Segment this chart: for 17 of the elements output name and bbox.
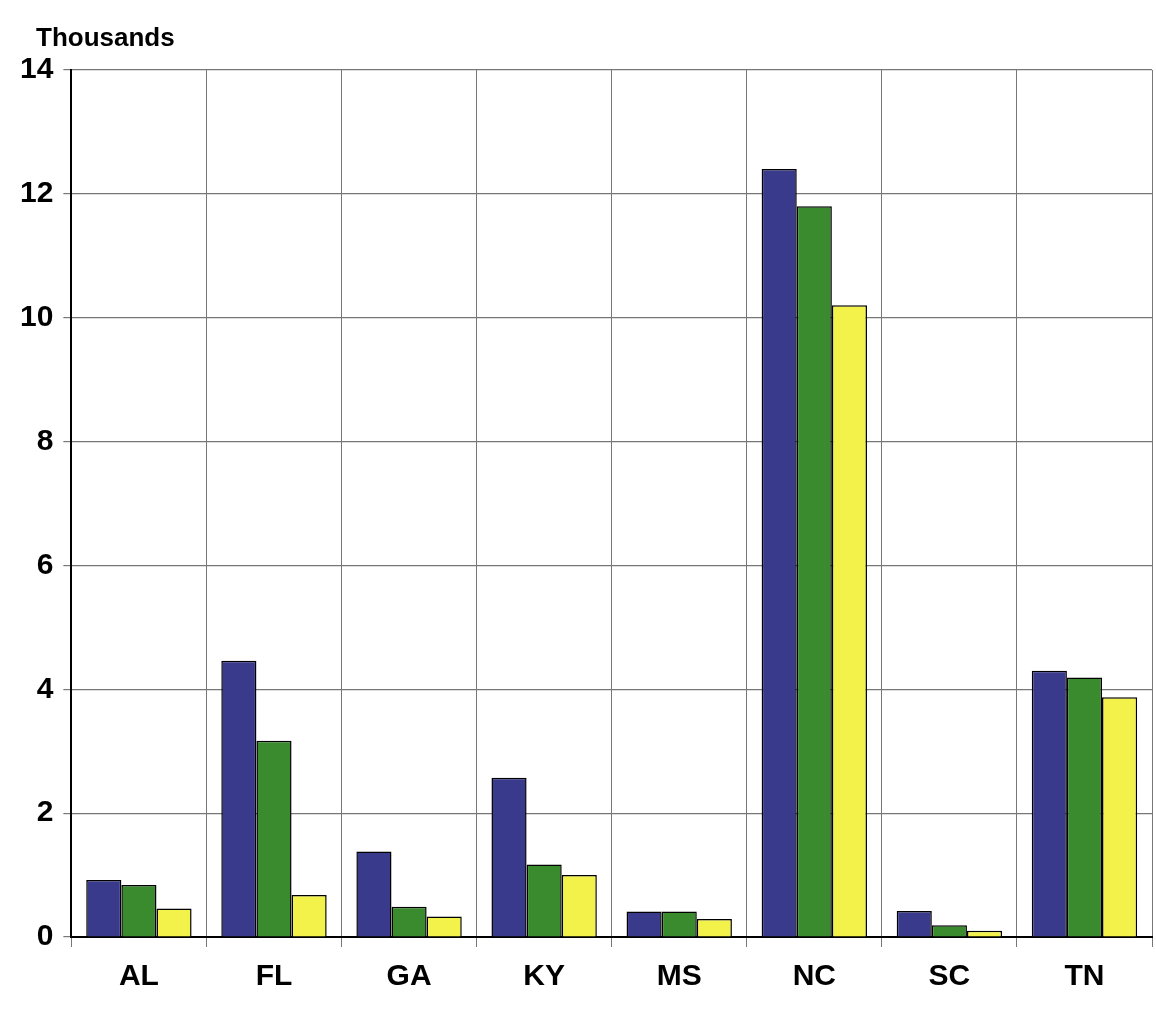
y-tick-label: 14 bbox=[19, 51, 54, 85]
y-tick-label: 6 bbox=[36, 546, 54, 580]
y-axis-title: Thousands bbox=[36, 22, 175, 53]
y-tick-label: 2 bbox=[36, 794, 54, 828]
y-tick-label: 12 bbox=[19, 175, 54, 209]
y-tick-label: 10 bbox=[19, 298, 54, 332]
x-tick-label: AL bbox=[118, 958, 159, 992]
x-tick-label: FL bbox=[255, 958, 293, 992]
x-tick-label: TN bbox=[1064, 958, 1105, 992]
y-tick-label: 4 bbox=[36, 670, 54, 704]
x-tick-label: GA bbox=[386, 958, 432, 992]
x-tick-label: NC bbox=[792, 958, 836, 992]
x-tick-label: SC bbox=[928, 958, 971, 992]
x-tick-label: KY bbox=[523, 958, 565, 992]
y-tick-label: 0 bbox=[36, 918, 54, 952]
x-tick-label: MS bbox=[656, 958, 702, 992]
y-tick-label: 8 bbox=[36, 422, 54, 456]
